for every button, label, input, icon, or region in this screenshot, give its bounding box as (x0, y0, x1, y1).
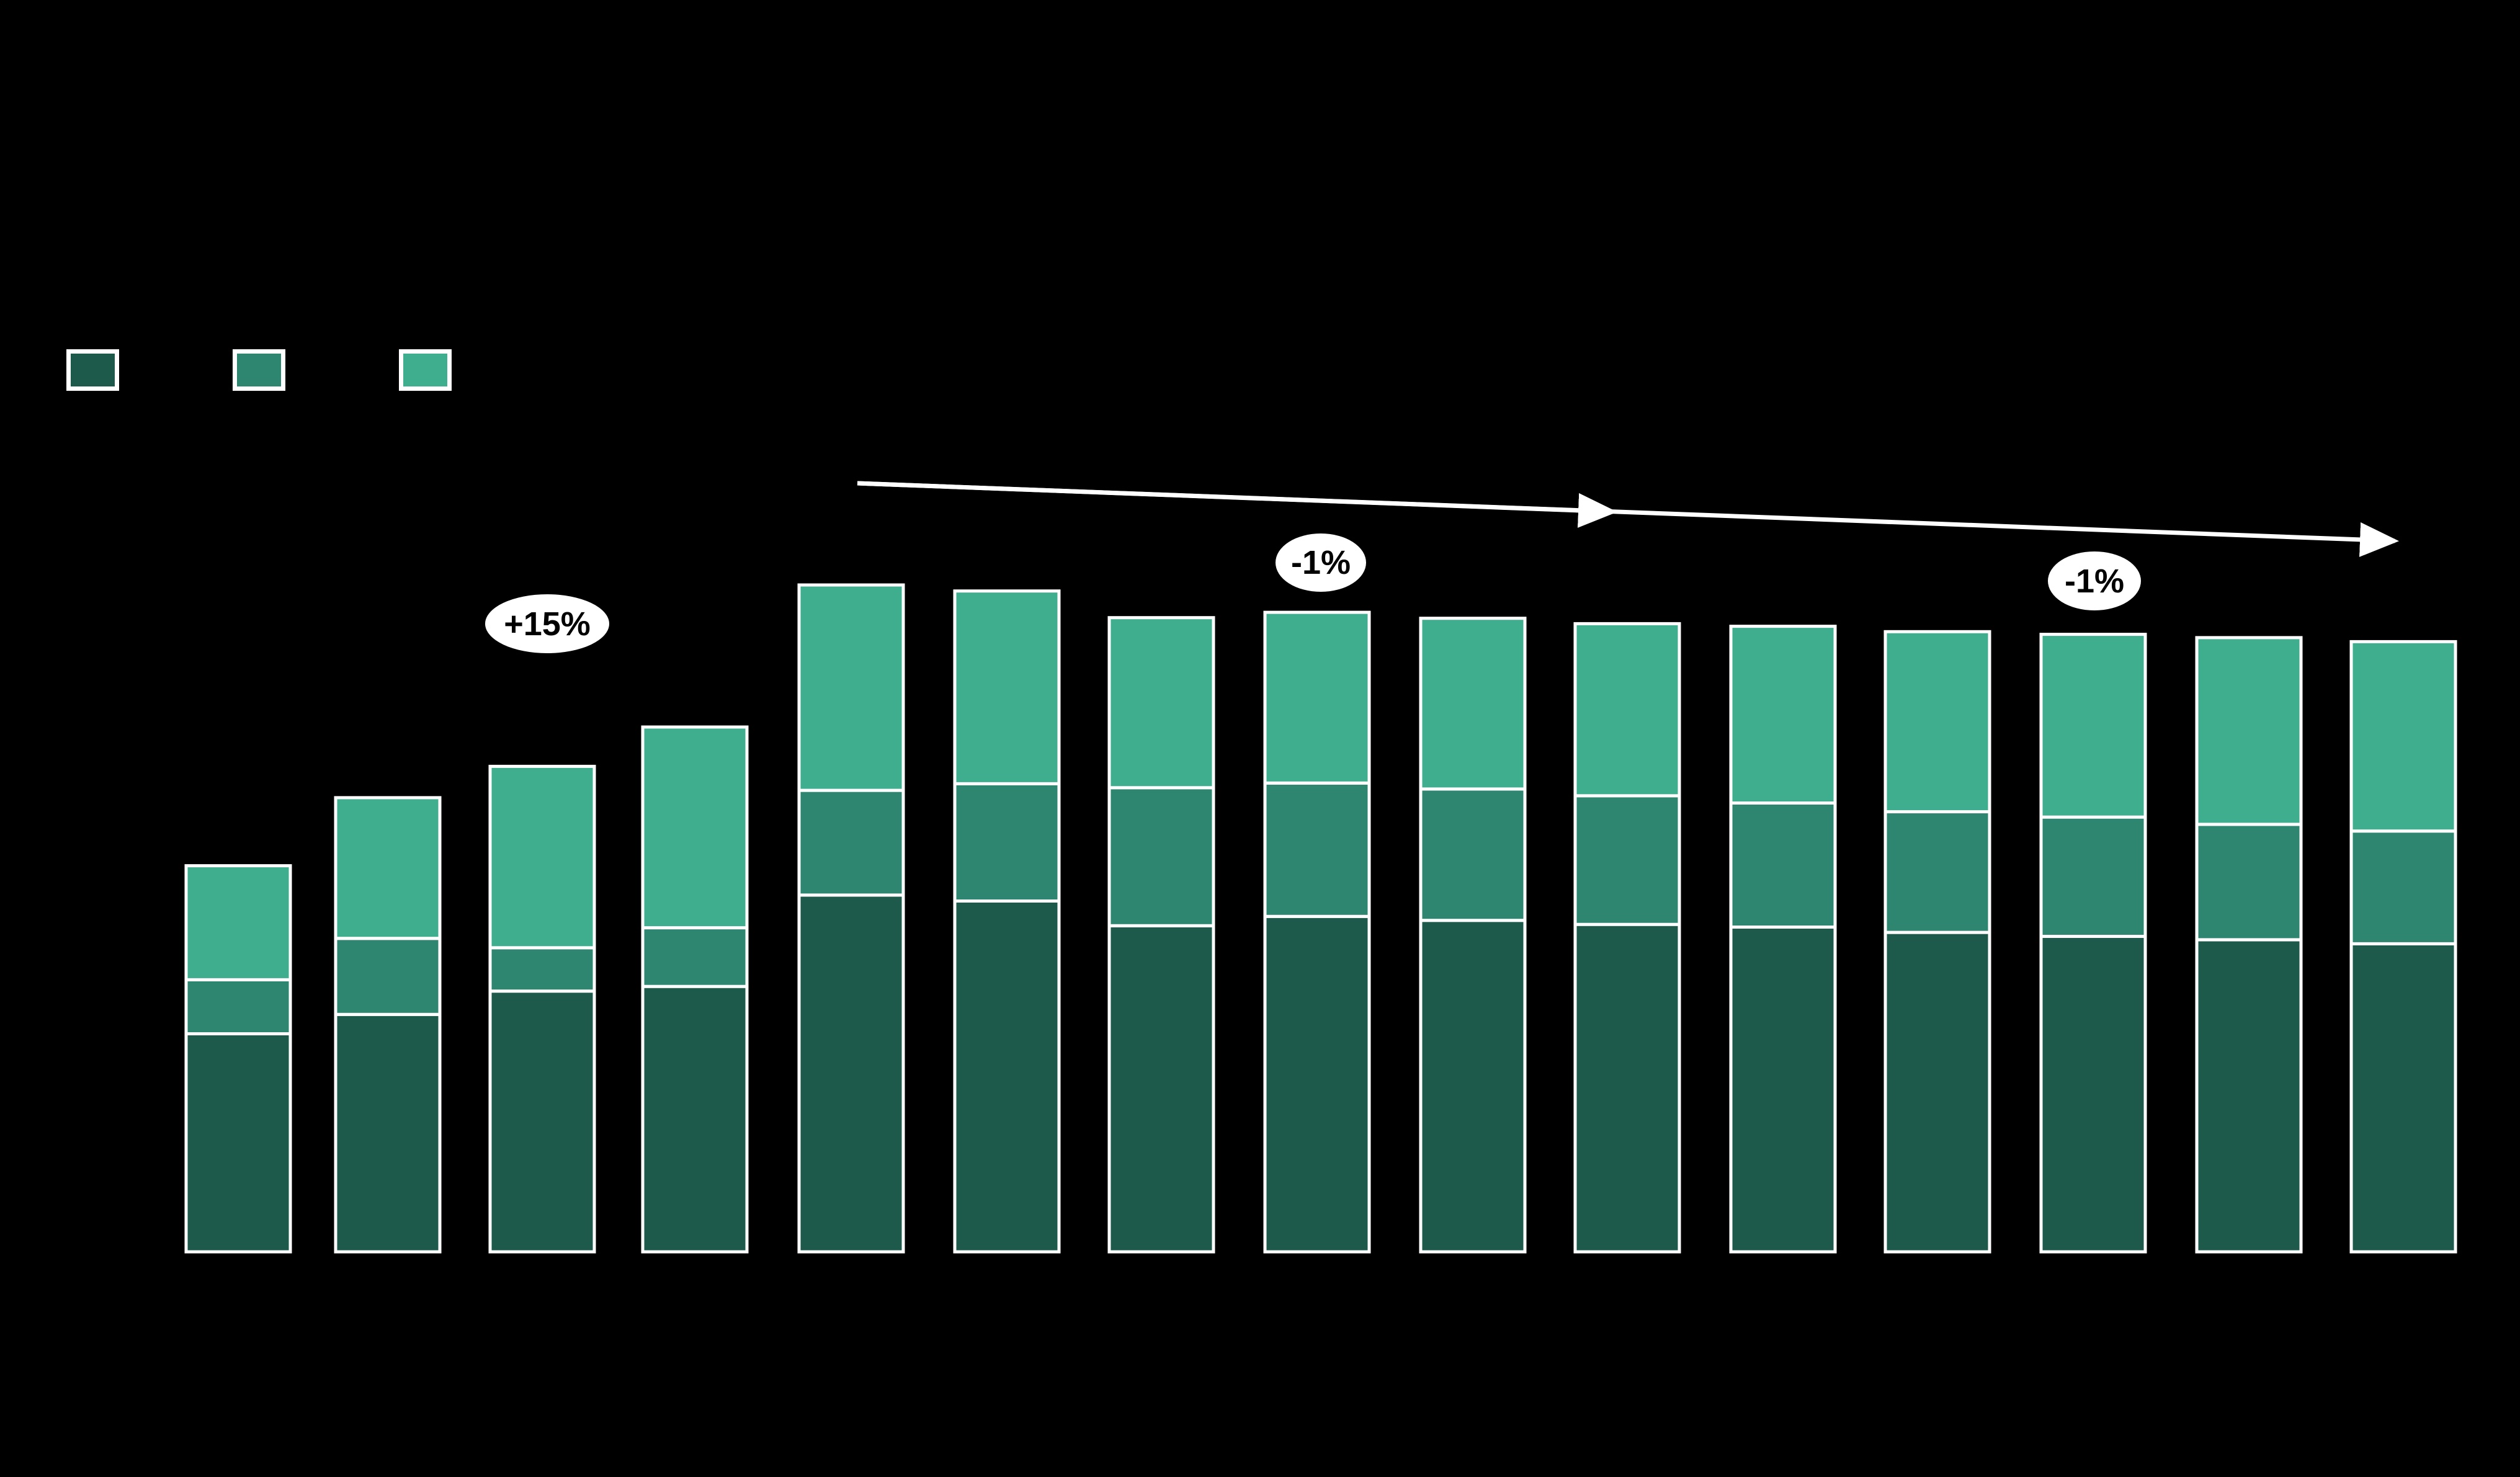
bar-11-segment-light-green (1729, 625, 1837, 805)
bar-13-segment-dark-green (2039, 935, 2147, 1254)
legend-swatch-mid-green (233, 349, 285, 391)
bar-9-segment-dark-green (1419, 919, 1527, 1254)
annotation-decline-1-oval: -1% (1276, 533, 1366, 592)
bar-5-segment-mid-green (797, 788, 905, 897)
bar-1-segment-light-green (184, 864, 292, 981)
bar-15-segment-mid-green (2349, 829, 2457, 945)
bar-6-segment-mid-green (953, 782, 1061, 903)
bar-2-segment-mid-green (334, 937, 442, 1016)
bar-7-segment-light-green (1107, 616, 1215, 790)
bar-14-segment-dark-green (2195, 938, 2303, 1254)
bar-4-segment-dark-green (641, 984, 749, 1254)
bar-12-segment-dark-green (1883, 930, 1991, 1254)
legend-item-dark-green (66, 349, 136, 391)
bar-1-segment-mid-green (184, 978, 292, 1036)
bar-2-segment-light-green (334, 796, 442, 940)
bar-14-segment-mid-green (2195, 823, 2303, 942)
annotation-decline-2-oval: -1% (2048, 551, 2141, 610)
bar-13-segment-light-green (2039, 633, 2147, 819)
bar-15-segment-light-green (2349, 640, 2457, 833)
legend-swatch-dark-green (66, 349, 119, 391)
legend-swatch-fill-mid-green (237, 354, 281, 386)
bar-8-segment-light-green (1263, 610, 1371, 785)
bar-2-segment-dark-green (334, 1012, 442, 1254)
bar-3-segment-mid-green (488, 946, 596, 993)
bar-15-segment-dark-green (2349, 942, 2457, 1254)
trend-arrow-segment-1 (857, 481, 1617, 528)
legend (66, 349, 469, 391)
bar-13-segment-mid-green (2039, 815, 2147, 938)
legend-item-light-green (399, 349, 469, 391)
bar-3-segment-light-green (488, 764, 596, 950)
bar-12-segment-light-green (1883, 630, 1991, 814)
bar-4-segment-mid-green (641, 926, 749, 988)
legend-swatch-fill-dark-green (71, 354, 115, 386)
bar-3-segment-dark-green (488, 989, 596, 1254)
bar-6-segment-dark-green (953, 899, 1061, 1254)
bar-5-segment-dark-green (797, 893, 905, 1254)
bar-10-segment-dark-green (1573, 922, 1681, 1254)
bar-9-segment-mid-green (1419, 787, 1527, 922)
bar-12-segment-mid-green (1883, 810, 1991, 934)
bar-10-segment-mid-green (1573, 794, 1681, 926)
bar-8-segment-dark-green (1263, 914, 1371, 1254)
bar-7-segment-mid-green (1107, 786, 1215, 927)
bar-11-segment-dark-green (1729, 926, 1837, 1254)
legend-swatch-fill-light-green (403, 354, 447, 386)
legend-item-mid-green (233, 349, 303, 391)
bar-6-segment-light-green (953, 589, 1061, 785)
bar-5-segment-light-green (797, 583, 905, 792)
annotation-decline-1-text: -1% (1290, 544, 1351, 581)
bar-8-segment-mid-green (1263, 781, 1371, 918)
legend-swatch-light-green (399, 349, 452, 391)
bar-7-segment-dark-green (1107, 924, 1215, 1254)
bar-11-segment-mid-green (1729, 801, 1837, 929)
bar-9-segment-light-green (1419, 617, 1527, 791)
annotation-decline-2-text: -1% (2064, 562, 2125, 600)
annotation-growth-oval: +15% (485, 594, 609, 653)
bar-10-segment-light-green (1573, 622, 1681, 798)
bar-4-segment-light-green (641, 725, 749, 930)
bar-1-segment-dark-green (184, 1032, 292, 1254)
bars-group (184, 583, 2457, 1254)
annotation-growth-text: +15% (504, 605, 591, 643)
bar-14-segment-light-green (2195, 636, 2303, 826)
